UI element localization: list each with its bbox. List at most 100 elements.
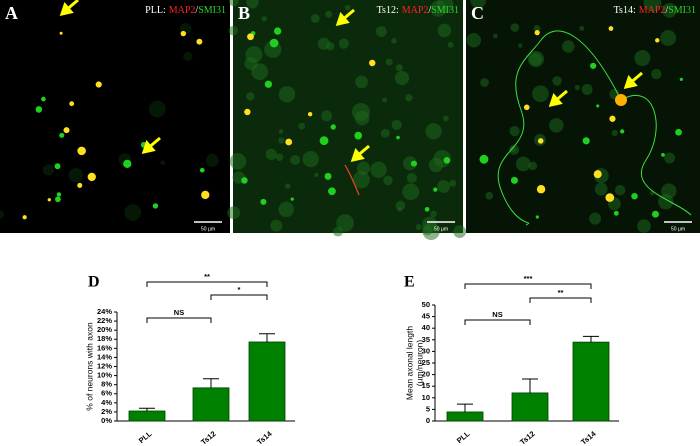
y-tick-label: 8% (101, 380, 112, 389)
background-cell (251, 63, 269, 81)
cell (260, 198, 267, 205)
background-cell (228, 25, 239, 36)
background-cell (290, 154, 301, 166)
y-tick-label: 45 (422, 312, 430, 321)
error-bar (583, 335, 599, 343)
cell (77, 146, 86, 156)
cell (285, 138, 293, 146)
cell (35, 106, 43, 113)
background-cell (425, 123, 442, 140)
y-tick-label: 25 (422, 358, 430, 367)
panel-letter: B (238, 3, 250, 23)
y-tick-label: 22% (97, 316, 112, 325)
micrograph-panel: A PLL: MAP2/SMI31 50 µm (0, 0, 230, 233)
background-cell (227, 206, 241, 220)
background-cell (406, 172, 417, 184)
scale-label: 50 µm (671, 226, 685, 232)
cell (675, 128, 682, 136)
background-cell (302, 150, 319, 168)
significance-label: ** (558, 288, 564, 297)
panel-letter: D (88, 274, 100, 291)
background-cell (397, 207, 402, 212)
cell (22, 215, 27, 220)
label-part: Ts12: (377, 5, 399, 16)
cell (608, 26, 614, 31)
background-cell (518, 43, 523, 48)
panel-label: PLL: MAP2/SMI31 (145, 5, 226, 16)
background-cell (589, 212, 602, 225)
y-tick-label: 6% (101, 389, 112, 398)
label-part: / (428, 5, 431, 16)
cell (537, 138, 544, 144)
background-cell (574, 84, 581, 91)
background-cell (344, 4, 351, 11)
micrograph-panel: C Ts14: MAP2/SMI31 50 µm (466, 0, 700, 233)
y-axis-title: % of neurons with axon (84, 322, 94, 411)
background-cell (298, 122, 306, 130)
background-cell (643, 0, 662, 12)
micrograph-panel: B Ts12: MAP2/SMI31 50 µm (227, 0, 467, 240)
background-cell (383, 175, 393, 186)
micrograph (0, 0, 230, 233)
x-tick-label: Ts12 (518, 429, 536, 446)
background-cell (594, 182, 608, 196)
background-cell (470, 0, 487, 9)
cell (324, 172, 332, 180)
background-cell (310, 14, 320, 23)
background-cell (391, 119, 402, 130)
significance-bracket (146, 281, 268, 287)
cell (95, 81, 102, 88)
y-tick-label: 30 (422, 346, 430, 355)
y-tick-label: 35 (422, 335, 430, 344)
background-cell (658, 193, 674, 210)
background-cell (480, 78, 489, 87)
label-part: MAP2 (169, 5, 196, 16)
panel-label: Ts14: MAP2/SMI31 (614, 5, 696, 16)
bar (192, 387, 230, 422)
background-cell (352, 171, 370, 189)
background-cell (485, 191, 494, 200)
cell (319, 136, 329, 146)
label-part: MAP2 (402, 5, 429, 16)
background-cell (581, 83, 593, 95)
cell (152, 203, 159, 209)
cell (523, 104, 530, 111)
label-part: / (665, 5, 668, 16)
bar (128, 410, 166, 422)
label-part: / (195, 5, 198, 16)
background-cell (356, 161, 371, 175)
cell (264, 80, 273, 88)
cell (443, 156, 451, 164)
y-tick-label: 2% (101, 407, 112, 416)
significance-bracket (210, 294, 268, 300)
cell (244, 108, 251, 116)
cell (396, 135, 400, 140)
background-cell (533, 24, 541, 32)
background-cell (614, 184, 626, 196)
y-tick-label: 10 (422, 393, 430, 402)
y-tick-label: 12% (97, 361, 112, 370)
background-cell (391, 37, 397, 44)
cell (652, 210, 659, 218)
cell (56, 192, 62, 197)
cell (330, 124, 336, 130)
background-cell (664, 152, 676, 164)
y-tick-label: 20% (97, 325, 112, 334)
bar (572, 341, 610, 422)
background-cell (660, 30, 677, 46)
background-cell (124, 204, 142, 221)
x-tick-label: Ts12 (199, 429, 217, 446)
background-cell (443, 115, 449, 122)
y-tick-label: 0 (426, 416, 430, 425)
background-cell (405, 94, 413, 102)
background-cell (285, 183, 291, 189)
background-cell (402, 156, 417, 171)
panel-label: Ts12: MAP2/SMI31 (377, 5, 459, 16)
significance-label: * (238, 285, 241, 294)
cell (54, 163, 61, 170)
y-tick-label: 50 (422, 300, 430, 309)
error-bar (139, 407, 155, 412)
cell (77, 182, 83, 188)
arrow (350, 144, 370, 163)
cell (536, 185, 546, 194)
